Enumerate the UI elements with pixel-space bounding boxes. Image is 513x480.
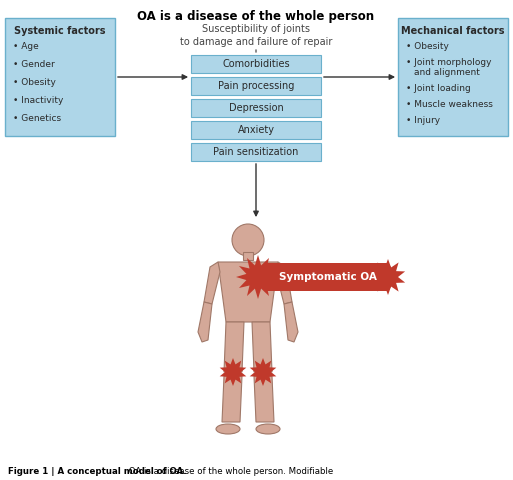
Polygon shape [250, 358, 277, 386]
Text: Mechanical factors: Mechanical factors [401, 26, 505, 36]
Polygon shape [254, 376, 274, 422]
Text: Susceptibility of joints
to damage and failure of repair: Susceptibility of joints to damage and f… [180, 24, 332, 47]
Polygon shape [224, 322, 244, 372]
Text: OA is a disease of the whole person. Modifiable: OA is a disease of the whole person. Mod… [126, 467, 333, 476]
Text: Symptomatic OA: Symptomatic OA [279, 272, 377, 282]
FancyBboxPatch shape [191, 143, 321, 161]
Text: • Genetics: • Genetics [13, 114, 61, 123]
FancyBboxPatch shape [5, 18, 115, 136]
Polygon shape [243, 252, 253, 260]
Polygon shape [220, 358, 246, 386]
Text: OA is a disease of the whole person: OA is a disease of the whole person [137, 10, 374, 23]
Polygon shape [218, 262, 278, 322]
Text: Anxiety: Anxiety [238, 125, 274, 135]
Text: • Joint loading: • Joint loading [406, 84, 471, 93]
Text: • Obesity: • Obesity [406, 42, 449, 51]
Text: • Injury: • Injury [406, 116, 440, 125]
Polygon shape [198, 302, 212, 342]
Text: Depression: Depression [229, 103, 283, 113]
FancyBboxPatch shape [398, 18, 508, 136]
Text: Pain processing: Pain processing [218, 81, 294, 91]
Text: • Joint morphology: • Joint morphology [406, 58, 491, 67]
Polygon shape [276, 262, 292, 304]
Polygon shape [236, 255, 280, 299]
Text: and alignment: and alignment [414, 68, 480, 77]
Ellipse shape [216, 424, 240, 434]
Polygon shape [222, 376, 242, 422]
Polygon shape [252, 322, 272, 372]
Polygon shape [204, 262, 220, 304]
Text: • Muscle weakness: • Muscle weakness [406, 100, 493, 109]
Text: • Age: • Age [13, 42, 39, 51]
Polygon shape [284, 302, 298, 342]
Circle shape [232, 224, 264, 256]
FancyBboxPatch shape [191, 77, 321, 95]
FancyBboxPatch shape [191, 55, 321, 73]
Text: Comorbidities: Comorbidities [222, 59, 290, 69]
Text: Figure 1 | A conceptual model of OA.: Figure 1 | A conceptual model of OA. [8, 467, 187, 476]
FancyBboxPatch shape [191, 121, 321, 139]
Text: Systemic factors: Systemic factors [14, 26, 106, 36]
Text: • Obesity: • Obesity [13, 78, 56, 87]
FancyBboxPatch shape [191, 99, 321, 117]
Ellipse shape [256, 424, 280, 434]
Polygon shape [371, 259, 405, 295]
Text: • Inactivity: • Inactivity [13, 96, 64, 105]
Polygon shape [266, 263, 398, 291]
Text: Pain sensitization: Pain sensitization [213, 147, 299, 157]
Text: • Gender: • Gender [13, 60, 55, 69]
